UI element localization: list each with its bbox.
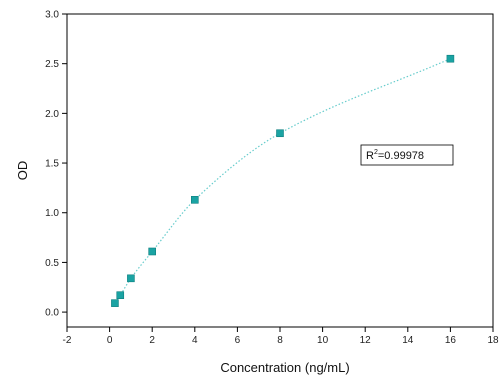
y-tick-label: 0.0 bbox=[45, 308, 59, 319]
x-tick-label: 8 bbox=[277, 335, 283, 346]
y-tick-label: 0.5 bbox=[45, 258, 59, 269]
fit-curve-layer bbox=[114, 58, 451, 304]
annotation-text: R2=0.99978 bbox=[366, 149, 424, 162]
x-tick-label: 2 bbox=[149, 335, 155, 346]
y-tick-label: 2.0 bbox=[45, 109, 59, 120]
y-axis-title: OD bbox=[15, 161, 30, 181]
x-tick-label: 0 bbox=[107, 335, 113, 346]
x-axis-title: Concentration (ng/mL) bbox=[220, 360, 349, 375]
y-tick-label: 3.0 bbox=[45, 10, 59, 21]
data-point bbox=[191, 196, 199, 204]
x-tick-label: 14 bbox=[402, 335, 414, 346]
data-point bbox=[276, 129, 284, 138]
axis-ticks: -2 0 2 4 6 8 10 12 14 16 18 0.0 0.5 1.0 1.5 2.0 2.5 3.0 bbox=[45, 10, 499, 347]
x-tick-label: 18 bbox=[487, 335, 499, 346]
y-tick-label: 2.5 bbox=[45, 59, 59, 70]
x-tick-label: 10 bbox=[317, 335, 329, 346]
r-value: =0.99978 bbox=[378, 150, 424, 162]
data-point bbox=[116, 291, 125, 300]
data-point bbox=[148, 247, 156, 256]
y-tick-label: 1.5 bbox=[45, 159, 59, 170]
annotation-box bbox=[360, 144, 454, 166]
data-point bbox=[111, 299, 119, 307]
x-tick-label: 6 bbox=[235, 335, 241, 346]
data-point bbox=[446, 54, 455, 63]
x-tick-label: -2 bbox=[63, 335, 72, 346]
x-tick-label: 12 bbox=[360, 335, 372, 346]
data-point bbox=[127, 274, 135, 283]
x-tick-label: 4 bbox=[192, 335, 198, 346]
data-points bbox=[111, 54, 455, 307]
r-squared-annotation: R2=0.99978 bbox=[360, 144, 454, 166]
y-tick-label: 1.0 bbox=[45, 208, 59, 219]
fit-curve bbox=[114, 58, 451, 304]
r-label: R bbox=[366, 150, 374, 162]
r-exponent: 2 bbox=[374, 149, 378, 156]
x-tick-label: 16 bbox=[445, 335, 457, 346]
